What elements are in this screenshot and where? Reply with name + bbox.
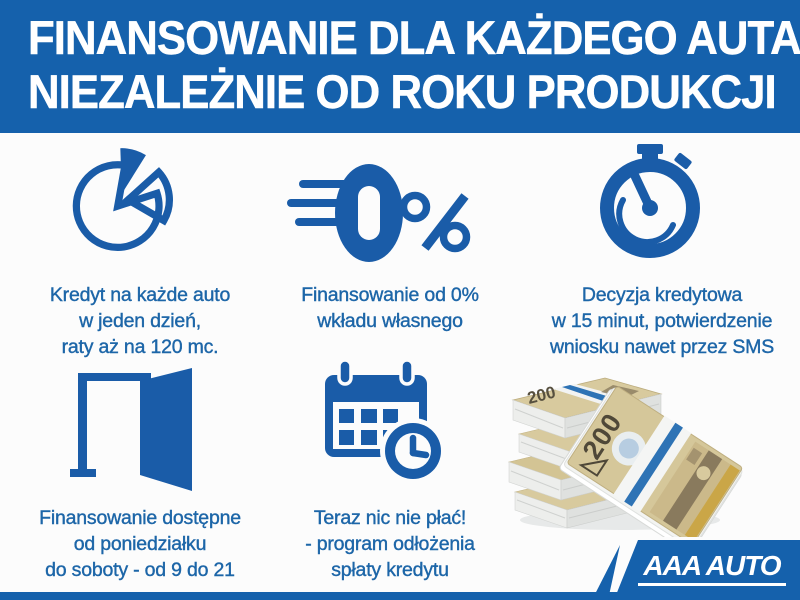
feature-caption-availability: Finansowanie dostępne od poniedziałku do…	[39, 507, 241, 581]
bottom-strip	[0, 592, 800, 600]
feature-caption-zero-percent: Finansowanie od 0% wkładu własnego	[301, 284, 479, 332]
feature-caption-decision: Decyzja kredytowa w 15 minut, potwierdze…	[549, 284, 775, 358]
feature-caption-credit: Kredyt na każde auto w jeden dzień, raty…	[49, 284, 231, 358]
open-door-icon	[68, 365, 198, 500]
money-stacks-image: 200 200	[505, 352, 800, 554]
aaa-auto-logo: AAA AUTO	[560, 540, 800, 600]
stopwatch-icon	[595, 140, 725, 275]
calendar-clock-icon	[320, 358, 450, 495]
pie-chart-icon	[64, 142, 188, 271]
brand-logo-text: AAA AUTO	[638, 550, 786, 586]
header-line-1: FINANSOWANIE DLA KAŻDEGO AUTA	[28, 11, 800, 65]
header-line-2: NIEZALEŻNIE OD ROKU PRODUKCJI	[28, 65, 777, 119]
header-banner: FINANSOWANIE DLA KAŻDEGO AUTA NIEZALEŻNI…	[0, 0, 800, 133]
feature-caption-deferral: Teraz nic nie płać! - program odłożenia …	[305, 507, 475, 581]
banknote-bundle-front: 200	[559, 386, 743, 554]
zero-percent-icon	[287, 158, 487, 271]
